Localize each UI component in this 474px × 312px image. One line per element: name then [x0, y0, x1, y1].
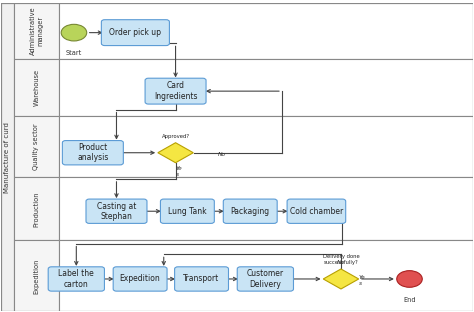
Text: Packaging: Packaging — [231, 207, 270, 216]
Text: End: End — [403, 297, 416, 303]
Text: Label the
carton: Label the carton — [58, 269, 94, 289]
FancyBboxPatch shape — [160, 199, 214, 223]
Text: Ye
s: Ye s — [175, 166, 182, 177]
Bar — [14, 116, 59, 177]
Text: Product
analysis: Product analysis — [77, 143, 109, 163]
Text: Manufacture of curd: Manufacture of curd — [4, 122, 10, 193]
FancyBboxPatch shape — [86, 199, 147, 223]
Text: Quality sector: Quality sector — [33, 123, 39, 170]
FancyBboxPatch shape — [145, 78, 206, 104]
Bar — [59, 241, 474, 311]
Bar — [14, 3, 59, 59]
Text: Casting at
Stephan: Casting at Stephan — [97, 202, 136, 221]
Text: Lung Tank: Lung Tank — [168, 207, 207, 216]
Text: Start: Start — [66, 51, 82, 56]
Bar — [0, 3, 14, 311]
FancyBboxPatch shape — [113, 267, 167, 291]
Text: Card
Ingredients: Card Ingredients — [154, 81, 197, 101]
Text: Production: Production — [33, 191, 39, 227]
Text: Delivery done
successfully?: Delivery done successfully? — [323, 255, 359, 265]
Text: Order pick up: Order pick up — [109, 28, 161, 37]
FancyBboxPatch shape — [287, 199, 346, 223]
Text: Administrative
manager: Administrative manager — [30, 7, 43, 56]
FancyBboxPatch shape — [63, 141, 123, 165]
Bar — [59, 177, 474, 241]
Text: No: No — [218, 152, 226, 157]
FancyBboxPatch shape — [101, 20, 169, 46]
Circle shape — [397, 271, 422, 287]
Bar — [14, 59, 59, 116]
Circle shape — [61, 24, 87, 41]
Bar — [14, 177, 59, 241]
Text: Warehouse: Warehouse — [33, 69, 39, 106]
Bar — [59, 59, 474, 116]
Polygon shape — [323, 269, 359, 289]
Text: Customer
Delivery: Customer Delivery — [247, 269, 284, 289]
FancyBboxPatch shape — [48, 267, 104, 291]
FancyBboxPatch shape — [223, 199, 277, 223]
Bar — [59, 3, 474, 59]
FancyBboxPatch shape — [174, 267, 228, 291]
Bar — [14, 241, 59, 311]
Text: Cold chamber: Cold chamber — [290, 207, 343, 216]
Polygon shape — [158, 143, 193, 163]
Text: Transport: Transport — [183, 275, 219, 284]
Text: Expedition: Expedition — [120, 275, 161, 284]
Text: No: No — [337, 260, 345, 265]
FancyBboxPatch shape — [237, 267, 293, 291]
Text: Expedition: Expedition — [33, 258, 39, 294]
Text: Approved?: Approved? — [162, 134, 190, 139]
Bar — [59, 116, 474, 177]
Text: Ye
s: Ye s — [359, 275, 365, 286]
